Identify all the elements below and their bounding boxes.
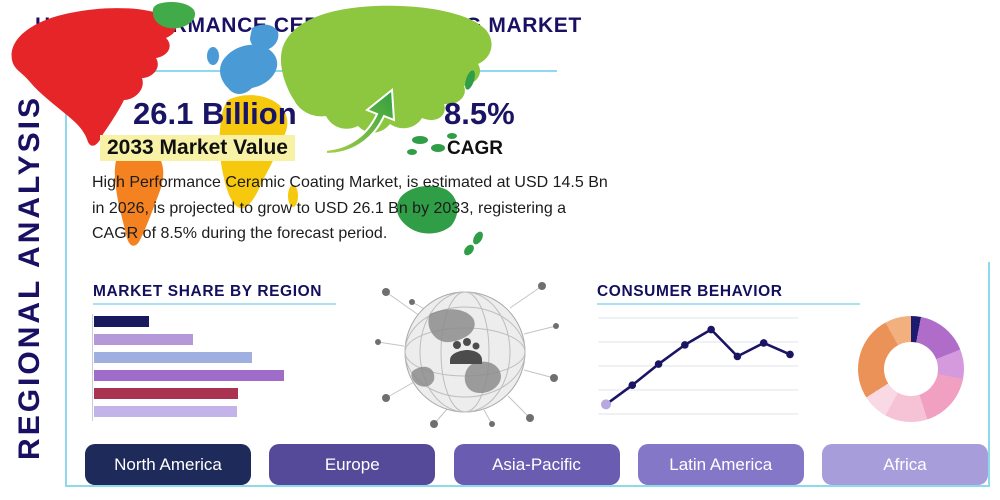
bar-4 [94, 388, 238, 399]
bar-chart [94, 316, 284, 417]
cagr-label: CAGR [447, 138, 503, 159]
map-north-america [11, 8, 177, 146]
growth-arrow-icon [325, 88, 396, 156]
market-share-underline [93, 303, 336, 305]
consumer-behavior-underline [597, 303, 860, 305]
market-value-stat: 26.1 Billion [133, 96, 297, 131]
consumer-behavior-heading: CONSUMER BEHAVIOR [597, 283, 783, 300]
region-chip-africa[interactable]: Africa [822, 444, 988, 485]
people-icon [450, 338, 482, 364]
bar-5 [94, 406, 237, 417]
bar-2 [94, 352, 252, 363]
cagr-stat: 8.5% [444, 96, 515, 131]
card-border-left [65, 70, 67, 487]
bar-0 [94, 316, 149, 327]
line-chart-svg [598, 317, 798, 415]
region-chip-north-america[interactable]: North America [85, 444, 251, 485]
map-south-america [114, 147, 164, 246]
card-border-right [988, 262, 990, 487]
bar-chart-axis [92, 314, 93, 421]
region-chip-latin-america[interactable]: Latin America [637, 444, 804, 485]
donut-chart [858, 316, 964, 422]
card-border-bottom [65, 485, 990, 487]
bar-3 [94, 370, 284, 381]
map-europe [207, 24, 279, 94]
map-asia [280, 5, 492, 133]
region-chips: North America Europe Asia-Pacific Latin Ame… [85, 444, 988, 485]
region-chip-asia-pacific[interactable]: Asia-Pacific [453, 444, 620, 485]
map-islands [407, 70, 483, 256]
bar-1 [94, 334, 193, 345]
market-value-label: 2033 Market Value [100, 135, 295, 161]
map-greenland [152, 2, 196, 29]
globe-network-graphic [375, 282, 559, 428]
region-chip-europe[interactable]: Europe [269, 444, 436, 485]
market-share-heading: MARKET SHARE BY REGION [93, 283, 323, 300]
world-map [11, 2, 492, 256]
map-australia [396, 185, 458, 234]
market-description: High Performance Ceramic Coating Market,… [92, 174, 608, 243]
